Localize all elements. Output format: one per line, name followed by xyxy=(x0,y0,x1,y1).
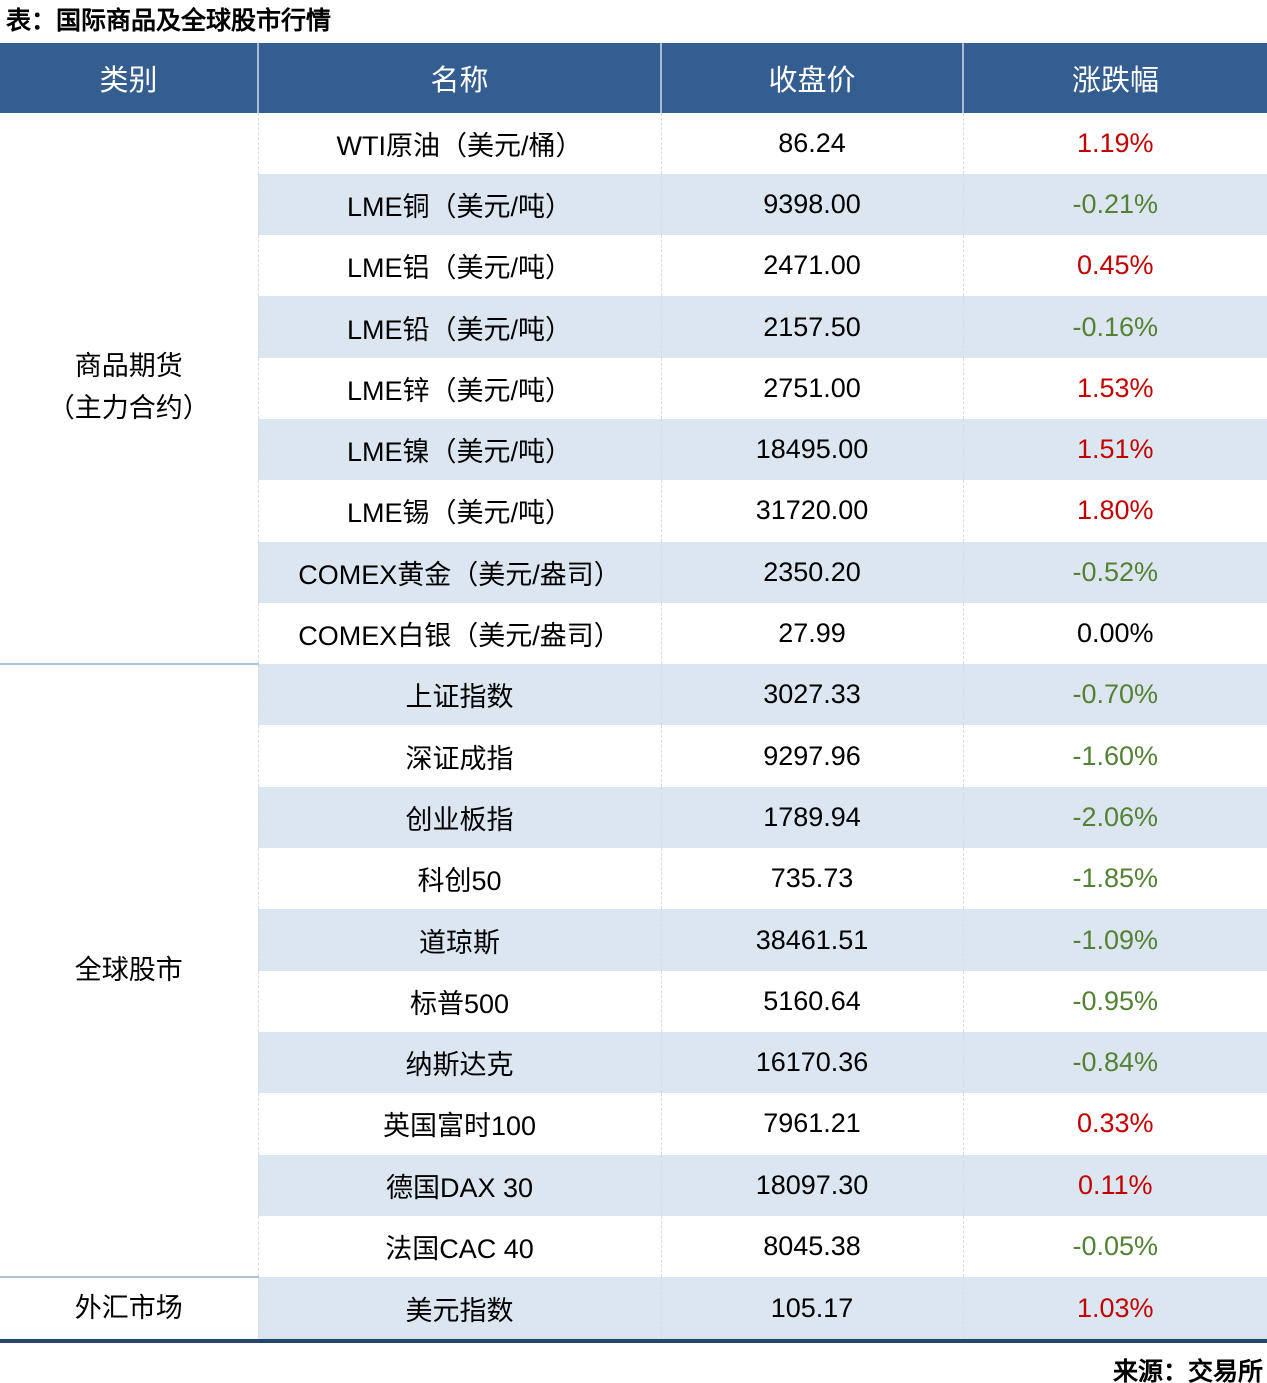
header-cell-category: 类别 xyxy=(0,42,258,113)
change-percent-cell: 0.33% xyxy=(962,1093,1267,1155)
close-price-cell: 27.99 xyxy=(660,602,963,665)
page-title: 表：国际商品及全球股市行情 xyxy=(6,7,332,35)
close-price-cell: 2157.50 xyxy=(660,296,963,358)
change-percent-cell: 1.19% xyxy=(962,112,1267,174)
change-percent-cell: 1.53% xyxy=(962,357,1267,419)
close-price-cell: 9297.96 xyxy=(660,725,963,787)
category-cell: 外汇市场 xyxy=(0,1277,258,1342)
table-row: LME镍（美元/吨） 18495.00 1.51% xyxy=(0,418,1267,481)
name-cell: 创业板指 xyxy=(257,786,661,849)
table-row: 英国富时100 7961.21 0.33% xyxy=(0,1093,1267,1155)
table-row: 德国DAX 30 18097.30 0.11% xyxy=(0,1154,1267,1216)
change-percent-cell: -1.85% xyxy=(962,848,1267,910)
change-percent-cell: 0.00% xyxy=(962,602,1267,665)
category-cell: 商品期货 （主力合约） xyxy=(0,112,258,666)
change-percent-cell: -0.16% xyxy=(962,296,1267,358)
name-cell: 英国富时100 xyxy=(257,1093,661,1155)
category-label: 商品期货 xyxy=(74,350,183,381)
close-price-cell: 1789.94 xyxy=(660,786,963,849)
close-price-cell: 2350.20 xyxy=(660,541,963,603)
change-percent-cell: 1.51% xyxy=(962,418,1267,481)
close-price-cell: 2751.00 xyxy=(660,357,963,419)
category-label: 外汇市场 xyxy=(74,1292,183,1323)
table-row: LME锡（美元/吨） 31720.00 1.80% xyxy=(0,480,1267,542)
market-table: 类别 名称 收盘价 涨跌幅 商品期货 （主力合约） WTI原油（美元/桶） 86.24… xyxy=(0,42,1267,1344)
change-percent-cell: -0.95% xyxy=(962,970,1267,1032)
table-row: 深证成指 9297.96 -1.60% xyxy=(0,725,1267,787)
close-price-cell: 735.73 xyxy=(660,848,963,910)
name-cell: LME镍（美元/吨） xyxy=(257,418,661,481)
close-price-cell: 2471.00 xyxy=(660,235,963,297)
name-cell: LME锡（美元/吨） xyxy=(257,480,661,542)
change-percent-cell: -0.21% xyxy=(962,173,1267,236)
name-cell: 标普500 xyxy=(257,970,661,1032)
change-percent-cell: -0.52% xyxy=(962,541,1267,603)
table-row: LME铜（美元/吨） 9398.00 -0.21% xyxy=(0,173,1267,236)
close-price-cell: 18097.30 xyxy=(660,1154,963,1216)
change-percent-cell: -1.09% xyxy=(962,909,1267,971)
name-cell: COMEX白银（美元/盎司） xyxy=(257,602,661,665)
close-price-cell: 9398.00 xyxy=(660,173,963,236)
table-row: 创业板指 1789.94 -2.06% xyxy=(0,786,1267,849)
table-row: LME锌（美元/吨） 2751.00 1.53% xyxy=(0,357,1267,419)
change-percent-cell: 0.11% xyxy=(962,1154,1267,1216)
name-cell: 德国DAX 30 xyxy=(257,1154,661,1216)
change-percent-cell: -0.70% xyxy=(962,664,1267,726)
close-price-cell: 86.24 xyxy=(660,112,963,174)
change-percent-cell: -0.05% xyxy=(962,1215,1267,1278)
name-cell: 法国CAC 40 xyxy=(257,1215,661,1278)
close-price-cell: 16170.36 xyxy=(660,1031,963,1094)
name-cell: COMEX黄金（美元/盎司） xyxy=(257,541,661,603)
category-label: 全球股市 xyxy=(74,954,183,985)
name-cell: LME铝（美元/吨） xyxy=(257,235,661,297)
source-label: 来源：交易所 xyxy=(1112,1358,1263,1383)
change-percent-cell: -1.60% xyxy=(962,725,1267,787)
header-cell-close: 收盘价 xyxy=(660,42,963,113)
close-price-cell: 3027.33 xyxy=(660,664,963,726)
change-percent-cell: -2.06% xyxy=(962,786,1267,849)
table-row: 外汇市场 美元指数 105.17 1.03% xyxy=(0,1277,1267,1342)
name-cell: 美元指数 xyxy=(257,1277,661,1342)
close-price-cell: 38461.51 xyxy=(660,909,963,971)
name-cell: 纳斯达克 xyxy=(257,1031,661,1094)
table-row: COMEX白银（美元/盎司） 27.99 0.00% xyxy=(0,602,1267,665)
change-percent-cell: 1.03% xyxy=(962,1277,1267,1342)
category-label: （主力合约） xyxy=(47,392,210,423)
close-price-cell: 105.17 xyxy=(660,1277,963,1342)
header-cell-name: 名称 xyxy=(257,42,661,113)
close-price-cell: 7961.21 xyxy=(660,1093,963,1155)
table-body: 商品期货 （主力合约） WTI原油（美元/桶） 86.24 1.19% LME铜（美元/吨… xyxy=(0,112,1267,1342)
table-row: 全球股市 上证指数 3027.33 -0.70% xyxy=(0,664,1267,1279)
table-row: 标普500 5160.64 -0.95% xyxy=(0,970,1267,1032)
name-cell: WTI原油（美元/桶） xyxy=(257,112,661,174)
table-row: 法国CAC 40 8045.38 -0.05% xyxy=(0,1215,1267,1278)
table-row: COMEX黄金（美元/盎司） 2350.20 -0.52% xyxy=(0,541,1267,603)
close-price-cell: 31720.00 xyxy=(660,480,963,542)
change-percent-cell: -0.84% xyxy=(962,1031,1267,1094)
table-row: LME铝（美元/吨） 2471.00 0.45% xyxy=(0,235,1267,297)
name-cell: LME铅（美元/吨） xyxy=(257,296,661,358)
name-cell: 深证成指 xyxy=(257,725,661,787)
close-price-cell: 18495.00 xyxy=(660,418,963,481)
name-cell: LME铜（美元/吨） xyxy=(257,173,661,236)
table-row: 道琼斯 38461.51 -1.09% xyxy=(0,909,1267,971)
close-price-cell: 5160.64 xyxy=(660,970,963,1032)
table-row: 纳斯达克 16170.36 -0.84% xyxy=(0,1031,1267,1094)
close-price-cell: 8045.38 xyxy=(660,1215,963,1278)
table-row: 商品期货 （主力合约） WTI原油（美元/桶） 86.24 1.19% xyxy=(0,112,1267,666)
name-cell: 上证指数 xyxy=(257,664,661,726)
name-cell: LME锌（美元/吨） xyxy=(257,357,661,419)
change-percent-cell: 0.45% xyxy=(962,235,1267,297)
header-row: 类别 名称 收盘价 涨跌幅 xyxy=(0,42,1267,113)
change-percent-cell: 1.80% xyxy=(962,480,1267,542)
table-row: LME铅（美元/吨） 2157.50 -0.16% xyxy=(0,296,1267,358)
name-cell: 科创50 xyxy=(257,848,661,910)
category-cell: 全球股市 xyxy=(0,664,258,1279)
name-cell: 道琼斯 xyxy=(257,909,661,971)
header-cell-change: 涨跌幅 xyxy=(962,42,1267,113)
table-row: 科创50 735.73 -1.85% xyxy=(0,848,1267,910)
